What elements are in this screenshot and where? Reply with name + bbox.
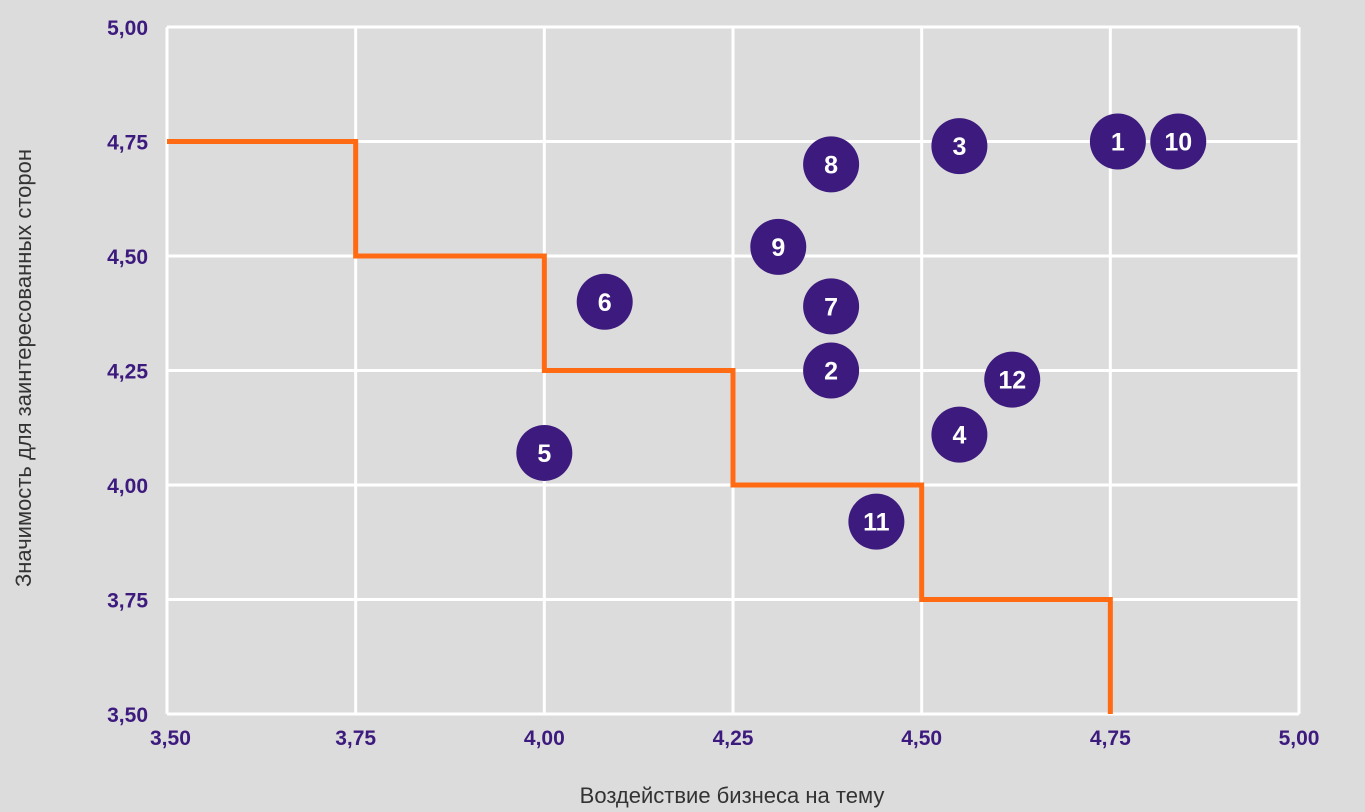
data-point: 8 xyxy=(803,136,860,193)
y-axis-title: Значимость для заинтересованных сторон xyxy=(11,149,36,587)
data-point-marker xyxy=(1150,113,1207,170)
data-point-label: 3 xyxy=(952,133,966,161)
data-point-marker xyxy=(1089,113,1146,170)
x-tick-label: 4,75 xyxy=(1090,727,1131,750)
data-point-marker xyxy=(803,278,860,335)
data-point-label: 8 xyxy=(824,151,838,179)
data-point-marker xyxy=(931,118,988,175)
data-point-label: 5 xyxy=(537,440,551,468)
x-tick-label: 5,00 xyxy=(1279,727,1320,750)
x-tick-label: 4,50 xyxy=(901,727,942,750)
y-tick-label: 4,50 xyxy=(107,246,148,269)
data-point-marker xyxy=(516,424,573,481)
data-point: 10 xyxy=(1150,113,1207,170)
x-tick-labels: 3,50 3,75 4,00 4,25 4,50 4,75 5,00 xyxy=(150,727,1319,750)
y-tick-label: 4,00 xyxy=(107,475,148,498)
data-point-label: 10 xyxy=(1164,129,1192,157)
y-tick-label: 3,50 xyxy=(107,704,148,727)
data-point-label: 1 xyxy=(1111,129,1125,157)
data-point-marker xyxy=(803,342,860,399)
y-tick-label: 4,25 xyxy=(107,361,148,384)
data-point-label: 6 xyxy=(598,289,612,317)
data-point: 9 xyxy=(750,218,807,275)
x-tick-label: 4,00 xyxy=(524,727,565,750)
data-point: 2 xyxy=(803,342,860,399)
threshold-line-layer xyxy=(167,139,1113,714)
data-point-marker xyxy=(750,218,807,275)
data-point: 11 xyxy=(848,493,905,550)
data-point-marker xyxy=(984,351,1041,408)
data-point: 5 xyxy=(516,424,573,481)
data-point: 1 xyxy=(1089,113,1146,170)
x-tick-label: 3,50 xyxy=(150,727,191,750)
data-point: 12 xyxy=(984,351,1041,408)
data-point-label: 12 xyxy=(998,367,1026,395)
x-tick-label: 4,25 xyxy=(713,727,754,750)
data-point-label: 4 xyxy=(952,422,966,450)
y-tick-label: 4,75 xyxy=(107,132,148,155)
data-point-label: 7 xyxy=(824,293,838,321)
y-tick-label: 5,00 xyxy=(107,17,148,40)
data-point-marker xyxy=(848,493,905,550)
data-point: 4 xyxy=(931,406,988,463)
data-point-marker xyxy=(576,273,633,330)
data-point-label: 9 xyxy=(771,234,785,262)
data-point: 3 xyxy=(931,118,988,175)
y-tick-labels: 3,50 3,75 4,00 4,25 4,50 4,75 5,00 xyxy=(107,17,148,727)
threshold-line xyxy=(167,139,1113,714)
x-axis-title: Воздействие бизнеса на тему xyxy=(580,783,885,808)
data-point: 7 xyxy=(803,278,860,335)
data-point-marker xyxy=(931,406,988,463)
data-point-marker xyxy=(803,136,860,193)
y-tick-label: 3,75 xyxy=(107,590,148,613)
data-point-label: 11 xyxy=(863,509,890,537)
data-point-label: 2 xyxy=(824,358,838,386)
data-point: 6 xyxy=(576,273,633,330)
x-tick-label: 3,75 xyxy=(335,727,376,750)
